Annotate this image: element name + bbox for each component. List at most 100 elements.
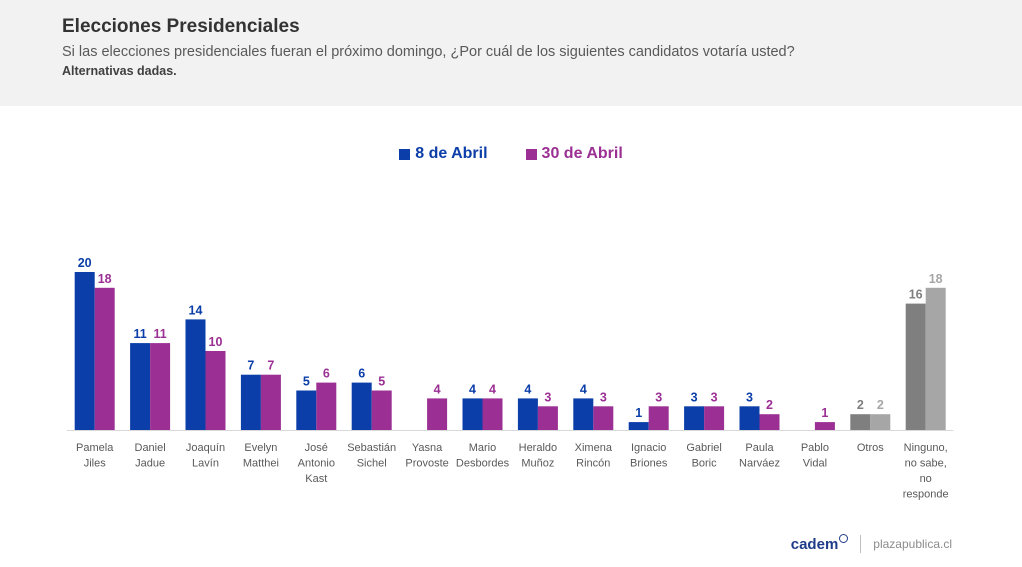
category-label: Paula: [745, 442, 774, 454]
category-label: Daniel: [135, 442, 166, 454]
legend-swatch-series1: [399, 148, 411, 160]
bar-series1: [74, 272, 95, 430]
category-label: Antonio: [298, 458, 335, 470]
data-label-series1: 11: [133, 327, 146, 341]
page-note: Alternativas dadas.: [62, 64, 177, 78]
bar-series2: [316, 382, 337, 430]
category-label: Matthei: [243, 458, 279, 470]
category-label: Briones: [630, 458, 668, 470]
data-label-series1: 6: [358, 367, 365, 381]
category-label: Rincón: [576, 458, 610, 470]
category-label: Muñoz: [521, 458, 554, 470]
legend-item-series2: 30 de Abril: [525, 145, 623, 163]
category-label: Gabriel: [686, 442, 721, 454]
category-label: Ximena: [575, 442, 613, 454]
bar-series1: [240, 374, 261, 430]
data-label-series2: 2: [877, 398, 884, 412]
category-label: Mario: [469, 442, 497, 454]
category-label: Pamela: [76, 442, 114, 454]
category-label: Provoste: [405, 458, 448, 470]
legend-label-series1: 8 de Abril: [415, 145, 488, 162]
data-label-series1: 4: [524, 382, 531, 396]
data-label-series2: 3: [655, 390, 662, 404]
bar-series2: [427, 398, 448, 430]
category-label: Evelyn: [244, 442, 277, 454]
page-title: Elecciones Presidenciales: [62, 16, 300, 37]
footer: cadem plazapublica.cl: [790, 533, 952, 553]
data-label-series1: 4: [469, 382, 476, 396]
bar-series2: [759, 414, 780, 430]
bar-series2: [814, 422, 835, 430]
data-label-series2: 4: [489, 382, 496, 396]
category-label: José: [305, 442, 328, 454]
category-label: Ninguno,: [904, 442, 948, 454]
bar-series1: [351, 382, 372, 430]
bar-series1: [573, 398, 594, 430]
category-label: Ignacio: [631, 442, 666, 454]
data-label-series2: 18: [98, 272, 112, 286]
header-band: Elecciones Presidenciales Si las eleccio…: [0, 0, 1022, 106]
chart-legend: 8 de Abril 30 de Abril: [0, 145, 1022, 163]
bar-series2: [150, 343, 171, 430]
legend-item-series1: 8 de Abril: [399, 145, 488, 163]
category-label: no sabe,: [905, 458, 947, 470]
footer-site: plazapublica.cl: [873, 537, 952, 551]
bar-series1: [462, 398, 483, 430]
category-label: Sebastián: [347, 442, 396, 454]
data-label-series1: 4: [580, 382, 587, 396]
data-label-series1: 14: [189, 303, 203, 317]
category-label: Joaquín: [186, 442, 225, 454]
category-label: Boric: [692, 458, 718, 470]
data-label-series1: 2: [857, 398, 864, 412]
bar-series1: [628, 422, 649, 430]
bar-series2: [648, 406, 669, 430]
bar-series2: [260, 374, 281, 430]
category-label: Desbordes: [456, 458, 510, 470]
brand-name: cadem: [790, 535, 839, 553]
bar-series1: [517, 398, 538, 430]
category-label: Otros: [857, 442, 884, 454]
data-label-series2: 4: [434, 382, 441, 396]
category-label: Vidal: [803, 458, 827, 470]
category-label: Jiles: [84, 458, 107, 470]
bar-series1: [185, 319, 206, 430]
footer-divider: [860, 535, 862, 553]
brand-dot-icon: [839, 533, 849, 543]
data-label-series2: 6: [323, 367, 330, 381]
legend-label-series2: 30 de Abril: [541, 145, 623, 162]
category-label: Jadue: [135, 458, 165, 470]
category-label: no: [920, 473, 932, 485]
bar-series2: [537, 406, 558, 430]
bar-series2: [925, 287, 946, 430]
category-label: Narváez: [739, 458, 780, 470]
category-label: Pablo: [801, 442, 829, 454]
data-label-series2: 3: [600, 390, 607, 404]
data-label-series2: 2: [766, 398, 773, 412]
bar-series1: [296, 390, 317, 430]
page-subtitle: Si las elecciones presidenciales fueran …: [62, 44, 795, 60]
data-label-series1: 5: [303, 375, 310, 389]
data-label-series2: 1: [821, 406, 828, 420]
bar-series1: [130, 343, 151, 430]
data-label-series2: 18: [929, 272, 943, 286]
bar-series1: [850, 414, 871, 430]
brand-logo: cadem: [790, 533, 849, 553]
data-label-series1: 20: [78, 256, 92, 270]
bar-series2: [593, 406, 614, 430]
category-label: Kast: [305, 473, 327, 485]
data-label-series2: 3: [711, 390, 718, 404]
category-label: Sichel: [357, 458, 387, 470]
category-label: Lavín: [192, 458, 219, 470]
bar-series1: [739, 406, 760, 430]
data-label-series1: 16: [909, 288, 923, 302]
data-label-series1: 7: [247, 359, 254, 373]
bar-series2: [704, 406, 725, 430]
data-label-series2: 3: [544, 390, 551, 404]
data-label-series2: 7: [267, 359, 274, 373]
bar-series1: [684, 406, 705, 430]
data-label-series2: 5: [378, 375, 385, 389]
category-label: responde: [903, 489, 949, 501]
legend-swatch-series2: [525, 148, 537, 160]
bar-series2: [94, 287, 115, 430]
